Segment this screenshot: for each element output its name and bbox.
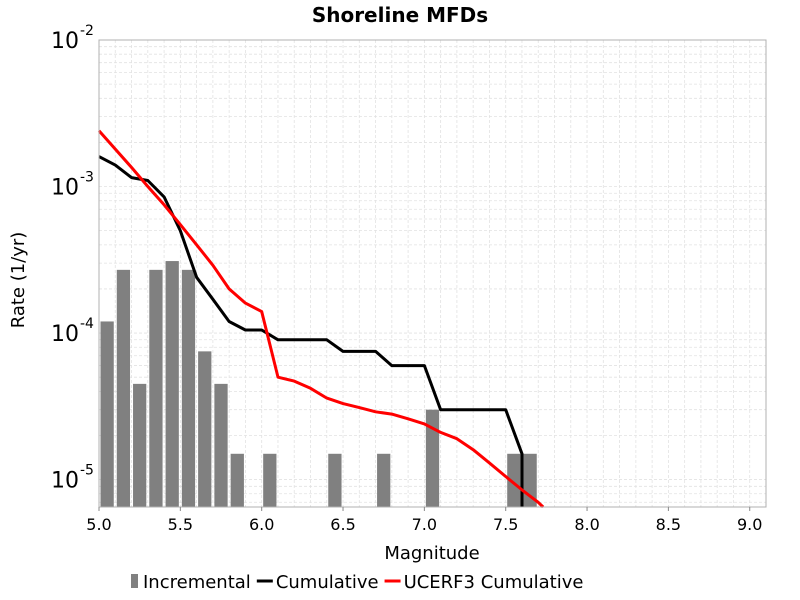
plot-frame xyxy=(98,39,767,508)
incremental-bars xyxy=(100,261,537,507)
y-tick-exponent: -3 xyxy=(80,170,94,186)
x-tick-label: 7.5 xyxy=(493,515,518,534)
legend-swatch-incremental xyxy=(131,574,138,588)
incremental-bar xyxy=(230,453,244,507)
incremental-bar xyxy=(116,269,131,507)
incremental-bar xyxy=(149,269,163,507)
incremental-bar xyxy=(133,383,147,507)
legend-label: Incremental xyxy=(143,572,251,593)
y-axis-ticks: 10-510-410-310-2 xyxy=(51,23,94,494)
ucerf3-cumulative-line xyxy=(97,129,545,509)
x-tick-label: 7.0 xyxy=(412,515,437,534)
y-tick-base: 10 xyxy=(51,469,79,494)
y-tick-base: 10 xyxy=(51,322,79,347)
x-axis-label: Magnitude xyxy=(384,543,479,564)
incremental-bar xyxy=(100,321,114,507)
legend-label: UCERF3 Cumulative xyxy=(404,572,584,593)
incremental-bar xyxy=(507,453,521,507)
incremental-bar xyxy=(181,269,196,507)
y-tick-base: 10 xyxy=(51,176,79,201)
y-tick-exponent: -5 xyxy=(80,463,94,479)
legend: Incremental Cumulative UCERF3 Cumulative xyxy=(131,572,583,593)
incremental-bar xyxy=(328,453,342,507)
y-tick-exponent: -2 xyxy=(80,23,94,39)
y-axis-label: Rate (1/yr) xyxy=(8,232,29,329)
x-tick-label: 8.0 xyxy=(574,515,599,534)
x-tick-label: 6.0 xyxy=(249,515,274,534)
chart-title: Shoreline MFDs xyxy=(312,3,488,27)
x-tick-label: 5.0 xyxy=(86,515,111,534)
incremental-bar xyxy=(425,409,440,507)
incremental-bar xyxy=(198,351,212,507)
y-tick-exponent: -4 xyxy=(80,316,94,332)
cumulative-lines xyxy=(97,129,545,509)
incremental-bar xyxy=(165,261,179,507)
x-axis-ticks: 5.0 5.5 6.0 6.5 7.0 7.5 8.0 8.5 9.0 xyxy=(86,507,762,534)
x-tick-label: 5.5 xyxy=(168,515,193,534)
x-tick-label: 9.0 xyxy=(737,515,762,534)
x-tick-label: 6.5 xyxy=(330,515,355,534)
incremental-bar xyxy=(377,453,391,507)
incremental-bar xyxy=(263,453,277,507)
x-tick-label: 8.5 xyxy=(656,515,681,534)
y-tick-base: 10 xyxy=(51,29,79,54)
incremental-bar xyxy=(214,383,228,507)
legend-label: Cumulative xyxy=(276,572,379,593)
